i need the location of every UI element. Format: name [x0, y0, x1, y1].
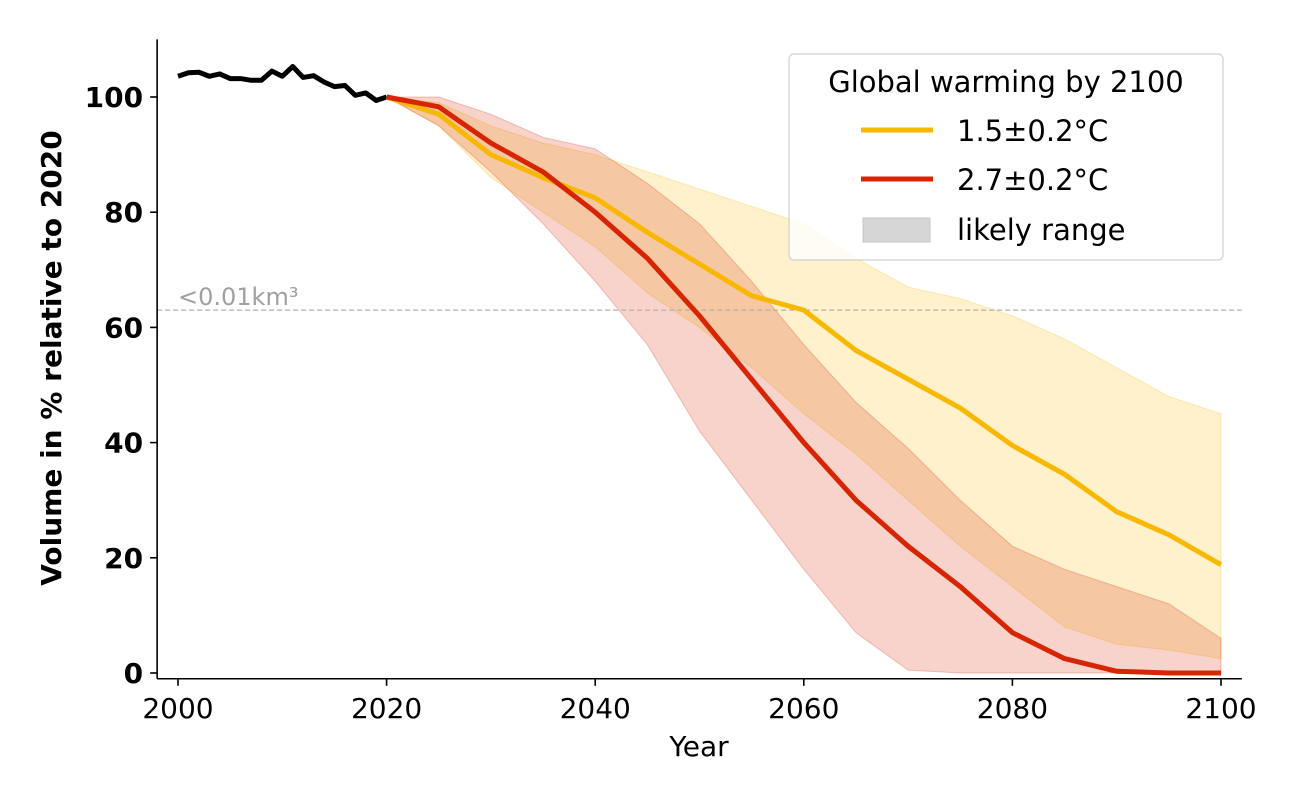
x-tick-label: 2100 — [1185, 692, 1256, 725]
y-tick-label: 80 — [104, 196, 143, 229]
legend-swatch-likely-range — [862, 217, 931, 243]
y-tick-label: 60 — [104, 311, 143, 344]
threshold-annotation: <0.01km³ — [178, 283, 298, 311]
legend-frame — [788, 53, 1224, 261]
y-axis-ticks: 0 20 40 60 80 100 — [85, 81, 158, 690]
legend-label-low: 1.5±0.2°C — [957, 114, 1108, 148]
x-tick-label: 2080 — [977, 692, 1048, 725]
x-tick-label: 2040 — [560, 692, 631, 725]
band-2.7C — [386, 96, 1222, 674]
x-axis-label: Year — [668, 730, 729, 763]
line-1.5C — [385, 94, 1223, 567]
series-lines — [177, 63, 1223, 676]
legend-label-high: 2.7±0.2°C — [957, 163, 1108, 197]
y-tick-label: 40 — [104, 427, 143, 460]
legend: Global warming by 2100 1.5±0.2°C 2.7±0.2… — [788, 53, 1224, 261]
y-axis-label: Volume in % relative to 2020 — [35, 130, 68, 585]
y-tick-label: 100 — [85, 81, 143, 114]
legend-label-likely-range: likely range — [957, 213, 1125, 247]
line-historical — [177, 63, 388, 103]
x-axis-ticks: 2000 2020 2040 2060 2080 2100 — [142, 678, 1257, 725]
y-tick-label: 20 — [104, 542, 143, 575]
legend-title: Global warming by 2100 — [828, 65, 1184, 99]
x-tick-label: 2000 — [142, 692, 213, 725]
line-2.7C — [386, 94, 1221, 676]
x-tick-label: 2060 — [768, 692, 839, 725]
x-tick-label: 2020 — [351, 692, 422, 725]
y-tick-label: 0 — [124, 657, 143, 690]
